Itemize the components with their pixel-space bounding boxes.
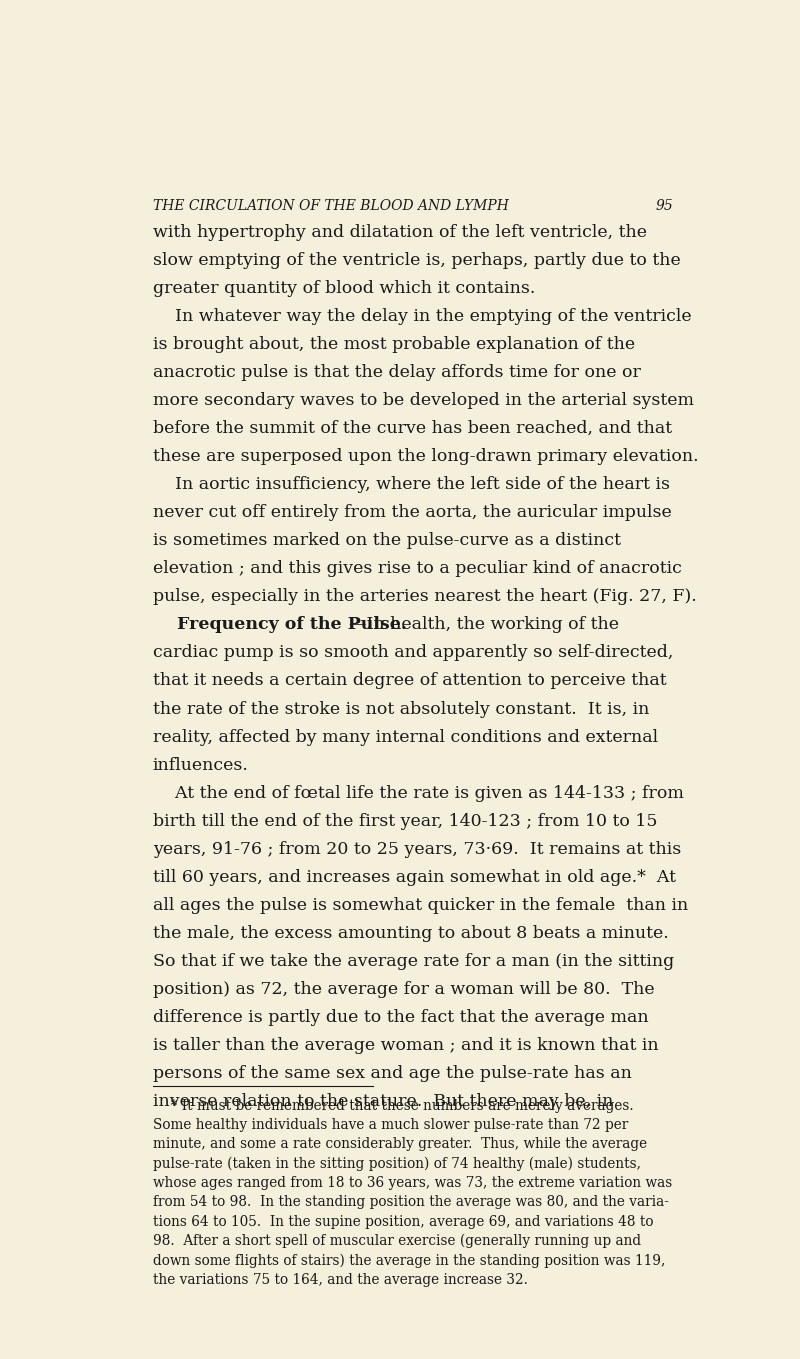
- Text: inverse relation to the stature.  But there may be, in: inverse relation to the stature. But the…: [153, 1093, 613, 1110]
- Text: never cut off entirely from the aorta, the auricular impulse: never cut off entirely from the aorta, t…: [153, 504, 671, 522]
- Text: In whatever way the delay in the emptying of the ventricle: In whatever way the delay in the emptyin…: [153, 308, 691, 325]
- Text: pulse-rate (taken in the sitting position) of 74 healthy (male) students,: pulse-rate (taken in the sitting positio…: [153, 1157, 641, 1171]
- Text: 98.  After a short spell of muscular exercise (generally running up and: 98. After a short spell of muscular exer…: [153, 1234, 641, 1249]
- Text: the variations 75 to 164, and the average increase 32.: the variations 75 to 164, and the averag…: [153, 1273, 527, 1287]
- Text: years, 91-76 ; from 20 to 25 years, 73·69.  It remains at this: years, 91-76 ; from 20 to 25 years, 73·6…: [153, 841, 681, 858]
- Text: the male, the excess amounting to about 8 beats a minute.: the male, the excess amounting to about …: [153, 925, 669, 942]
- Text: At the end of fœtal life the rate is given as 144-133 ; from: At the end of fœtal life the rate is giv…: [153, 784, 683, 802]
- Text: * It must be remembered that these numbers are merely averages.: * It must be remembered that these numbe…: [153, 1098, 634, 1113]
- Text: is brought about, the most probable explanation of the: is brought about, the most probable expl…: [153, 336, 635, 353]
- Text: till 60 years, and increases again somewhat in old age.*  At: till 60 years, and increases again somew…: [153, 868, 676, 886]
- Text: 95: 95: [656, 198, 674, 212]
- Text: tions 64 to 105.  In the supine position, average 69, and variations 48 to: tions 64 to 105. In the supine position,…: [153, 1215, 654, 1229]
- Text: pulse, especially in the arteries nearest the heart (Fig. 27, F).: pulse, especially in the arteries neares…: [153, 588, 697, 605]
- Text: down some flights of stairs) the average in the standing position was 119,: down some flights of stairs) the average…: [153, 1253, 665, 1268]
- Text: greater quantity of blood which it contains.: greater quantity of blood which it conta…: [153, 280, 535, 296]
- Text: is sometimes marked on the pulse-curve as a distinct: is sometimes marked on the pulse-curve a…: [153, 533, 621, 549]
- Text: In aortic insufficiency, where the left side of the heart is: In aortic insufficiency, where the left …: [153, 476, 670, 493]
- Text: THE CIRCULATION OF THE BLOOD AND LYMPH: THE CIRCULATION OF THE BLOOD AND LYMPH: [153, 198, 509, 212]
- Text: slow emptying of the ventricle is, perhaps, partly due to the: slow emptying of the ventricle is, perha…: [153, 251, 681, 269]
- Text: position) as 72, the average for a woman will be 80.  The: position) as 72, the average for a woman…: [153, 981, 654, 998]
- Text: —In health, the working of the: —In health, the working of the: [350, 617, 619, 633]
- Text: these are superposed upon the long-drawn primary elevation.: these are superposed upon the long-drawn…: [153, 448, 698, 465]
- Text: is taller than the average woman ; and it is known that in: is taller than the average woman ; and i…: [153, 1037, 658, 1055]
- Text: Frequency of the Pulse.: Frequency of the Pulse.: [153, 617, 406, 633]
- Text: So that if we take the average rate for a man (in the sitting: So that if we take the average rate for …: [153, 953, 674, 970]
- Text: the rate of the stroke is not absolutely constant.  It is, in: the rate of the stroke is not absolutely…: [153, 700, 649, 718]
- Text: minute, and some a rate considerably greater.  Thus, while the average: minute, and some a rate considerably gre…: [153, 1137, 647, 1151]
- Text: cardiac pump is so smooth and apparently so self-directed,: cardiac pump is so smooth and apparently…: [153, 644, 673, 662]
- Text: influences.: influences.: [153, 757, 249, 773]
- Text: birth till the end of the first year, 140-123 ; from 10 to 15: birth till the end of the first year, 14…: [153, 813, 658, 830]
- Text: more secondary waves to be developed in the arterial system: more secondary waves to be developed in …: [153, 391, 694, 409]
- Text: whose ages ranged from 18 to 36 years, was 73, the extreme variation was: whose ages ranged from 18 to 36 years, w…: [153, 1176, 672, 1190]
- Text: from 54 to 98.  In the standing position the average was 80, and the varia-: from 54 to 98. In the standing position …: [153, 1196, 669, 1210]
- Text: before the summit of the curve has been reached, and that: before the summit of the curve has been …: [153, 420, 672, 438]
- Text: reality, affected by many internal conditions and external: reality, affected by many internal condi…: [153, 728, 658, 746]
- Text: Some healthy individuals have a much slower pulse-rate than 72 per: Some healthy individuals have a much slo…: [153, 1118, 628, 1132]
- Text: all ages the pulse is somewhat quicker in the female  than in: all ages the pulse is somewhat quicker i…: [153, 897, 688, 913]
- Text: anacrotic pulse is that the delay affords time for one or: anacrotic pulse is that the delay afford…: [153, 364, 641, 381]
- Text: elevation ; and this gives rise to a peculiar kind of anacrotic: elevation ; and this gives rise to a pec…: [153, 560, 682, 578]
- Text: persons of the same sex and age the pulse-rate has an: persons of the same sex and age the puls…: [153, 1065, 631, 1082]
- Text: with hypertrophy and dilatation of the left ventricle, the: with hypertrophy and dilatation of the l…: [153, 224, 646, 241]
- Text: that it needs a certain degree of attention to perceive that: that it needs a certain degree of attent…: [153, 673, 666, 689]
- Text: difference is partly due to the fact that the average man: difference is partly due to the fact tha…: [153, 1008, 648, 1026]
